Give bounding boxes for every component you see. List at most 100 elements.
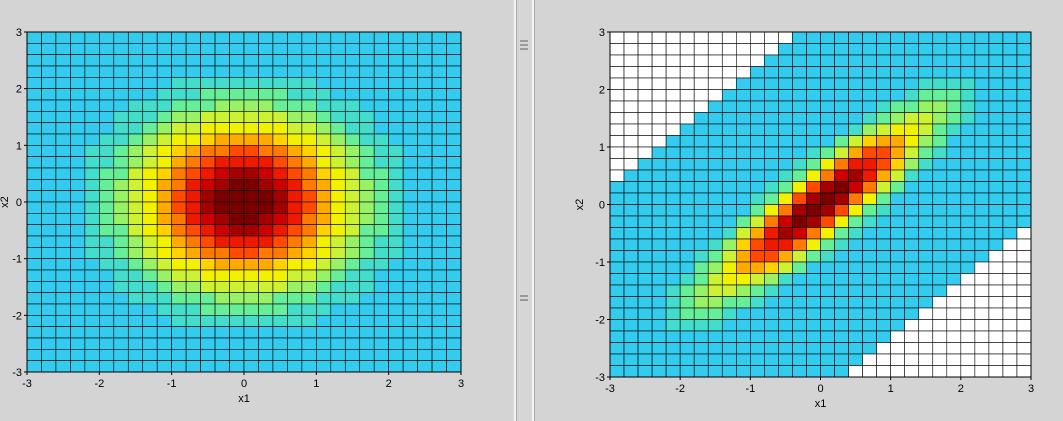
- heatmap-cell: [301, 326, 317, 339]
- heatmap-cell: [171, 315, 187, 327]
- heatmap-cell: [200, 326, 216, 339]
- heatmap-cell: [41, 179, 57, 191]
- heatmap-cell: [862, 353, 877, 366]
- heatmap-cell: [806, 146, 821, 159]
- heatmap-cell: [918, 169, 934, 182]
- heatmap-cell: [946, 353, 962, 366]
- heatmap-cell: [214, 145, 230, 157]
- heatmap-cell: [918, 100, 934, 113]
- heatmap-cell: [316, 315, 332, 327]
- heatmap-cell: [932, 250, 948, 263]
- heatmap-cell: [721, 261, 737, 274]
- panel-splitter[interactable]: [512, 0, 536, 421]
- heatmap-cell: [113, 281, 129, 293]
- heatmap-cell: [750, 307, 765, 320]
- x-tick-label: 3: [1028, 383, 1034, 395]
- heatmap-cell: [932, 227, 948, 240]
- heatmap-cell: [344, 88, 361, 101]
- heatmap-cell: [890, 77, 906, 90]
- heatmap-cell: [750, 192, 765, 205]
- heatmap-cell: [70, 77, 86, 89]
- heatmap-cell: [70, 133, 86, 146]
- heatmap-cell: [446, 167, 462, 180]
- heatmap-cell: [834, 319, 849, 332]
- heatmap-cell: [272, 224, 288, 237]
- heatmap-cell: [862, 319, 877, 332]
- heatmap-cell: [623, 227, 639, 240]
- heatmap-cell: [1016, 54, 1032, 67]
- heatmap-cell: [417, 224, 433, 237]
- heatmap-cell: [693, 365, 709, 378]
- heatmap-cell: [750, 43, 765, 56]
- heatmap-cell: [834, 77, 849, 90]
- heatmap-cell: [679, 353, 695, 366]
- heatmap-cell: [651, 66, 667, 79]
- heatmap-cell: [316, 247, 332, 259]
- x-tick-label: 0: [817, 383, 823, 395]
- heatmap-cell: [637, 296, 653, 309]
- heatmap-cell: [792, 284, 807, 297]
- heatmap-cell: [679, 181, 695, 194]
- heatmap-cell: [200, 258, 216, 271]
- heatmap-cell: [156, 360, 172, 373]
- heatmap-cell: [960, 146, 976, 159]
- heatmap-cell: [764, 353, 779, 366]
- heatmap-cell: [806, 307, 821, 320]
- heatmap-cell: [258, 88, 274, 101]
- heatmap-cell: [84, 190, 100, 203]
- heatmap-cell: [344, 122, 361, 135]
- heatmap-cell: [258, 360, 274, 373]
- heatmap-cell: [26, 179, 42, 191]
- heatmap-cell: [651, 169, 667, 182]
- heatmap-cell: [707, 215, 723, 228]
- heatmap-cell: [431, 224, 447, 237]
- heatmap-cell: [862, 169, 877, 182]
- heatmap-cell: [750, 112, 765, 125]
- heatmap-cell: [918, 238, 934, 251]
- heatmap-cell: [287, 133, 303, 146]
- heatmap-cell: [834, 342, 849, 355]
- heatmap-cell: [623, 238, 639, 251]
- heatmap-cell: [84, 65, 100, 78]
- heatmap-cell: [1016, 192, 1032, 205]
- heatmap-cell: [373, 99, 389, 112]
- heatmap-cell: [848, 215, 863, 228]
- heatmap-cell: [113, 31, 129, 44]
- heatmap-cell: [272, 99, 288, 112]
- heatmap-cell: [946, 330, 962, 343]
- heatmap-cell: [848, 296, 863, 309]
- heatmap-cell: [623, 112, 639, 125]
- heatmap-cell: [918, 135, 934, 148]
- heatmap-cell: [651, 296, 667, 309]
- heatmap-cell: [665, 296, 681, 309]
- heatmap-cell: [373, 43, 389, 55]
- heatmap-cell: [287, 156, 303, 169]
- heatmap-cell: [764, 123, 779, 136]
- heatmap-cell: [113, 326, 129, 339]
- heatmap-cell: [707, 146, 723, 159]
- heatmap-cell: [721, 43, 737, 56]
- heatmap-cell: [693, 284, 709, 297]
- heatmap-cell: [750, 158, 765, 171]
- heatmap-cell: [960, 307, 976, 320]
- heatmap-cell: [946, 43, 962, 56]
- heatmap-cell: [185, 326, 201, 339]
- heatmap-cell: [736, 89, 751, 102]
- heatmap-cell: [431, 65, 447, 78]
- heatmap-cell: [932, 66, 948, 79]
- heatmap-cell: [301, 258, 317, 271]
- heatmap-cell: [623, 43, 639, 56]
- heatmap-cell: [373, 190, 389, 203]
- heatmap-cell: [70, 31, 86, 44]
- y-tick-label: 2: [599, 85, 605, 97]
- heatmap-cell: [848, 135, 863, 148]
- heatmap-cell: [932, 261, 948, 274]
- heatmap-cell: [679, 158, 695, 171]
- heatmap-cell: [679, 204, 695, 217]
- heatmap-cell: [156, 179, 172, 191]
- heatmap-cell: [876, 158, 891, 171]
- heatmap-cell: [778, 273, 793, 286]
- heatmap-cell: [848, 66, 863, 79]
- heatmap-cell: [637, 112, 653, 125]
- heatmap-cell: [142, 292, 158, 305]
